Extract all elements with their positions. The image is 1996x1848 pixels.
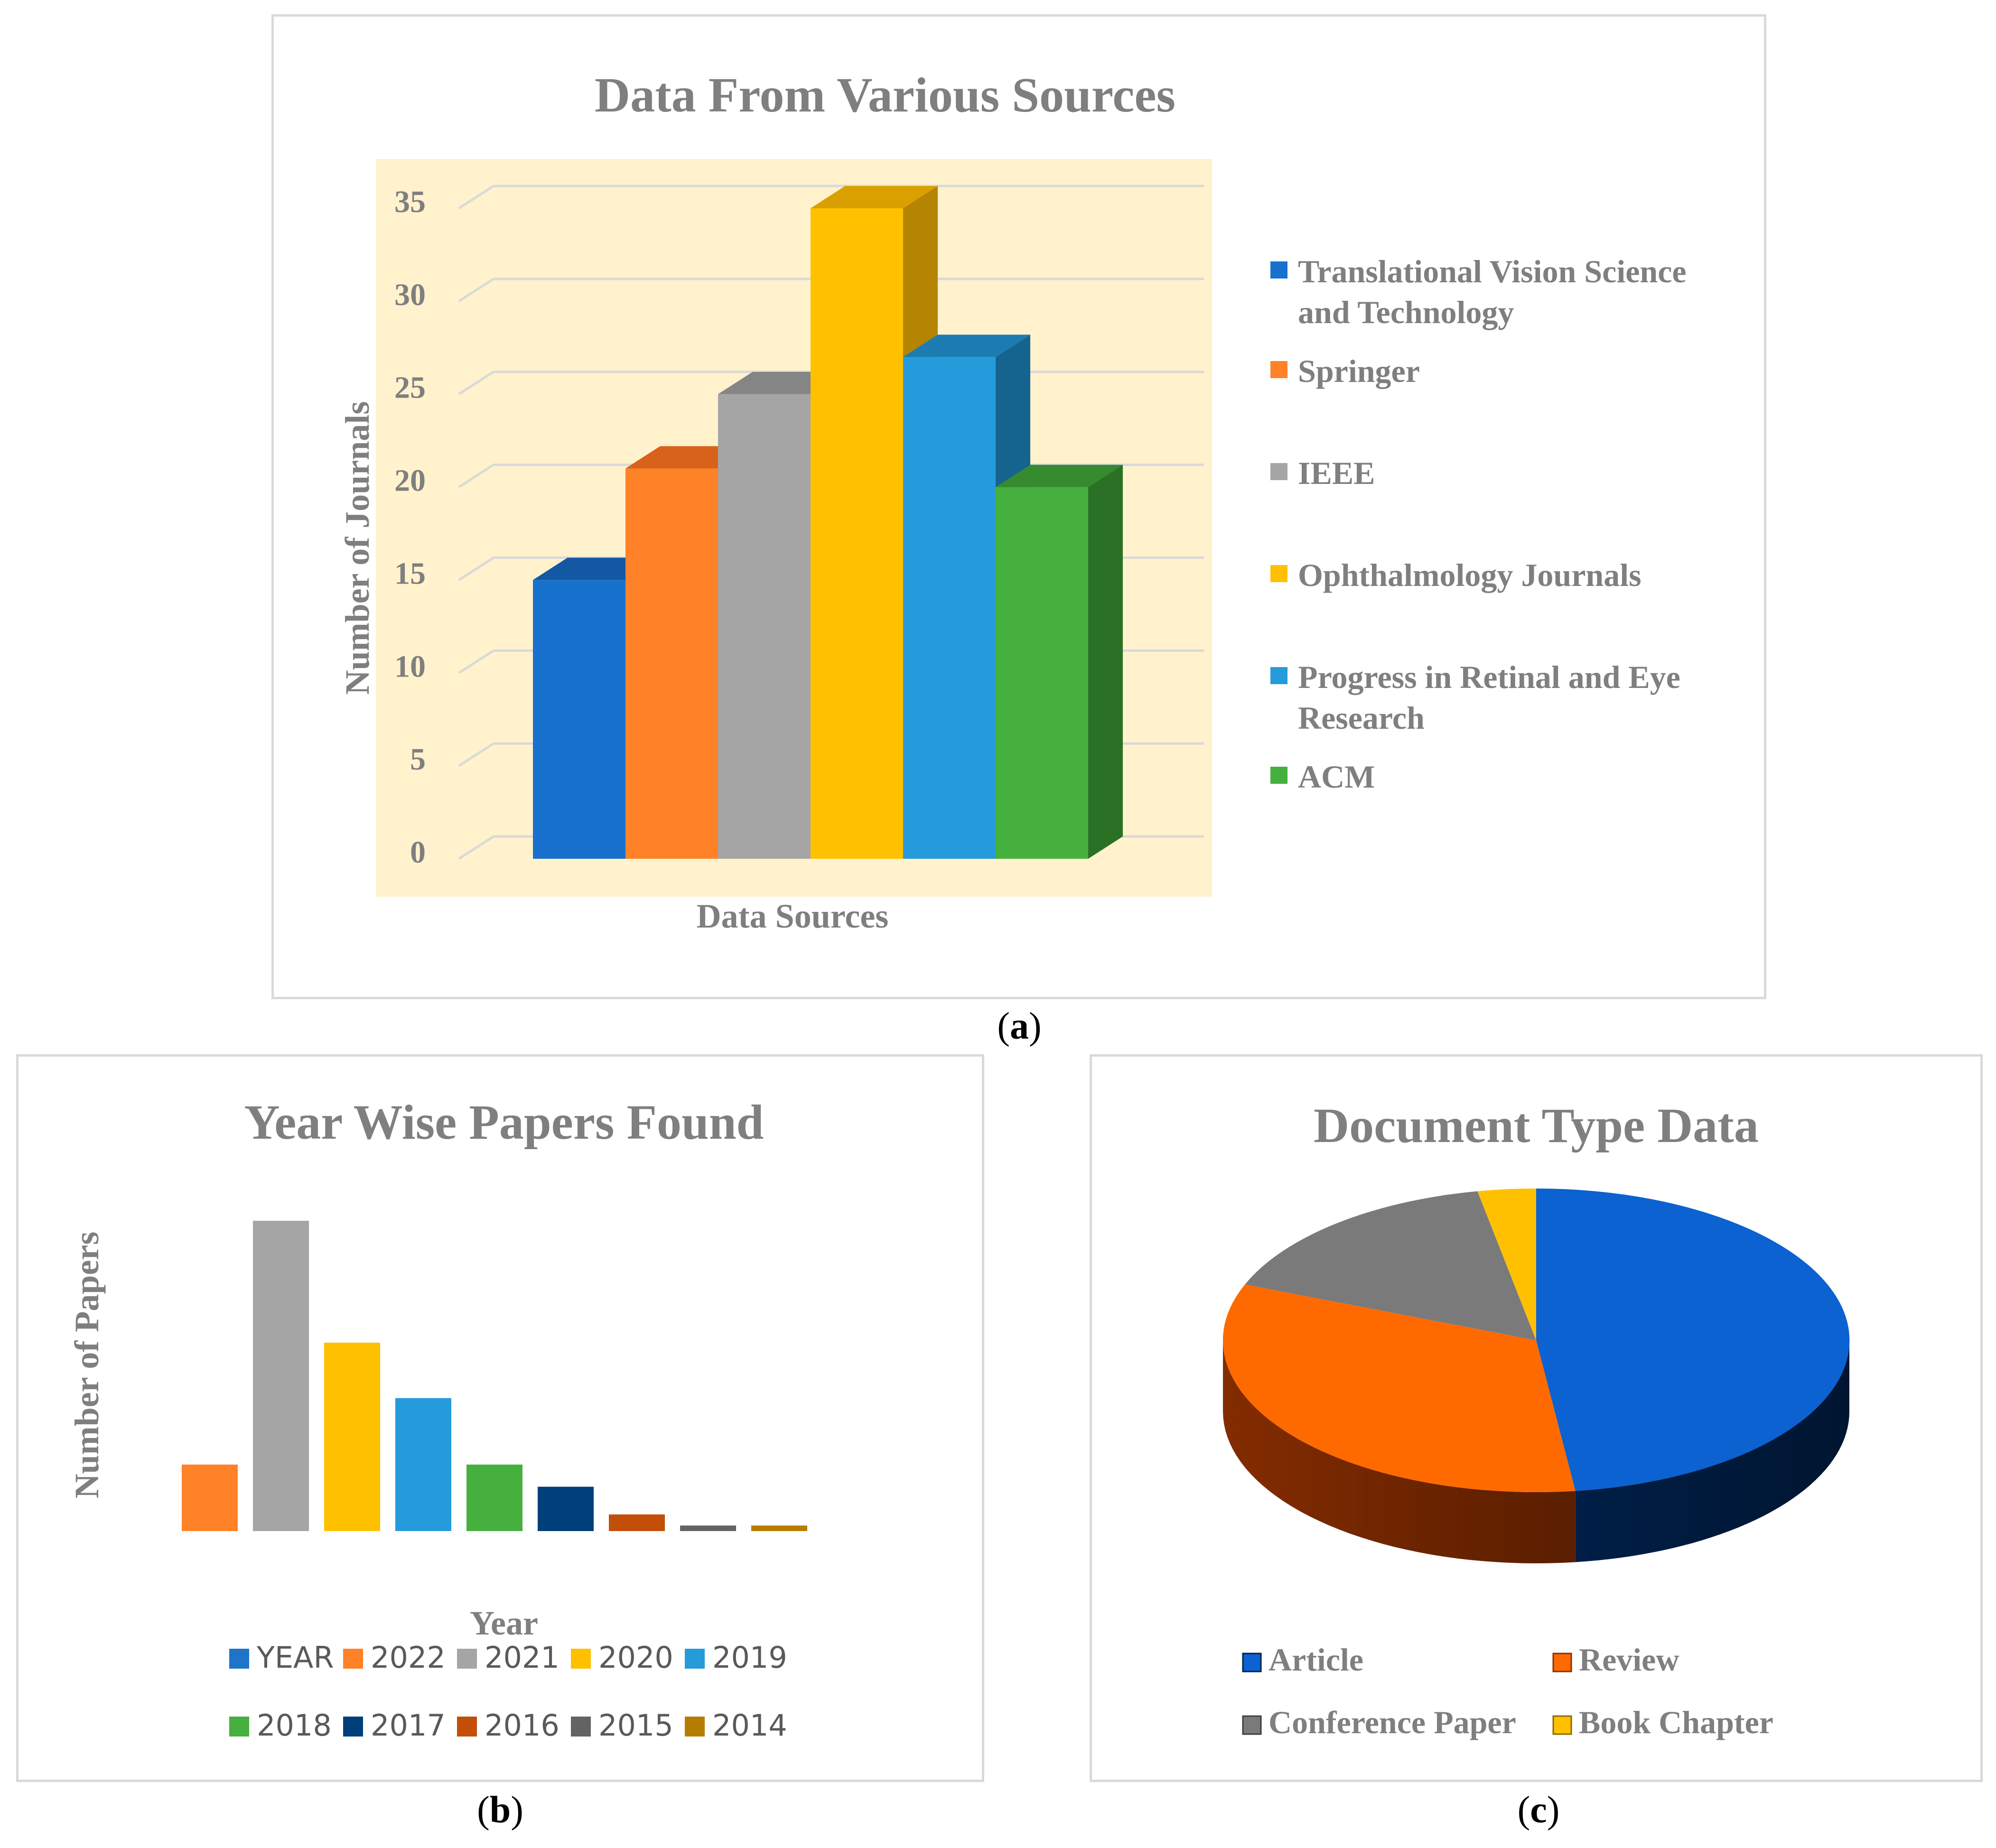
legend-swatch bbox=[1242, 1653, 1262, 1672]
legend-swatch bbox=[343, 1649, 363, 1669]
bar bbox=[609, 1514, 665, 1531]
legend-label: 2017 bbox=[371, 1708, 446, 1743]
legend-label: Ophthalmology Journals bbox=[1298, 557, 1642, 593]
legend-label: 2021 bbox=[485, 1640, 560, 1675]
legend-swatch bbox=[571, 1649, 591, 1669]
bar-top bbox=[903, 334, 1030, 357]
legend-label: 2020 bbox=[598, 1640, 673, 1675]
chart-b-title: Year Wise Papers Found bbox=[244, 1095, 764, 1150]
bar bbox=[680, 1525, 736, 1531]
legend-swatch bbox=[571, 1717, 591, 1737]
bar bbox=[466, 1464, 522, 1531]
caption-c: (c) bbox=[1517, 1789, 1560, 1831]
bar bbox=[751, 1525, 807, 1531]
legend-swatch bbox=[1270, 767, 1287, 784]
legend-label: 2016 bbox=[485, 1708, 560, 1743]
bar bbox=[533, 580, 625, 859]
legend-swatch bbox=[457, 1649, 477, 1669]
bar-top bbox=[811, 186, 938, 208]
legend-swatch bbox=[1242, 1715, 1262, 1735]
grid-diagonal bbox=[458, 743, 494, 767]
legend-swatch bbox=[229, 1649, 249, 1669]
pie-slice-side-shade bbox=[1575, 1340, 1849, 1562]
legend-label: Conference Paper bbox=[1268, 1704, 1516, 1740]
legend-swatch bbox=[1552, 1653, 1572, 1672]
bar bbox=[996, 487, 1088, 859]
bar bbox=[395, 1398, 451, 1531]
legend-swatch bbox=[1270, 361, 1287, 378]
legend-swatch bbox=[457, 1717, 477, 1737]
legend-label: 2019 bbox=[712, 1640, 787, 1675]
chart-panel-a: Data From Various Sources Data Sources N… bbox=[271, 14, 1766, 999]
grid-diagonal bbox=[458, 371, 494, 395]
legend-swatch bbox=[685, 1717, 705, 1737]
legend-label: 2018 bbox=[257, 1708, 332, 1743]
legend-label: 2014 bbox=[712, 1708, 787, 1743]
bar bbox=[182, 1464, 238, 1531]
grid-diagonal bbox=[458, 278, 494, 302]
bar bbox=[811, 208, 903, 859]
bar bbox=[324, 1342, 380, 1531]
bar bbox=[253, 1221, 309, 1531]
chart-a-xlabel: Data Sources bbox=[697, 897, 889, 935]
legend-label: Article bbox=[1268, 1642, 1363, 1678]
legend-label: 2022 bbox=[371, 1640, 446, 1675]
chart-a-ylabel: Number of Journals bbox=[338, 401, 376, 695]
chart-b-xlabel: Year bbox=[470, 1604, 538, 1642]
bar bbox=[903, 357, 996, 859]
y-tick-label: 15 bbox=[394, 556, 426, 591]
chart-c-title: Document Type Data bbox=[1314, 1098, 1759, 1153]
y-tick-label: 0 bbox=[410, 835, 426, 870]
legend-swatch bbox=[685, 1649, 705, 1669]
bar-top bbox=[996, 464, 1123, 487]
chart-panel-b: Year Wise Papers Found Year Number of Pa… bbox=[16, 1054, 984, 1782]
bar bbox=[625, 468, 718, 859]
grid-diagonal bbox=[458, 185, 494, 210]
legend-swatch bbox=[1270, 261, 1287, 279]
chart-a-title: Data From Various Sources bbox=[595, 68, 1175, 122]
bar bbox=[718, 394, 811, 859]
pie-slice bbox=[1222, 1284, 1576, 1493]
legend-label: 2015 bbox=[598, 1708, 673, 1743]
y-tick-label: 10 bbox=[394, 649, 426, 684]
grid-diagonal bbox=[458, 650, 494, 674]
legend-label: Review bbox=[1579, 1642, 1679, 1678]
chart-a-svg: Data From Various Sources Data Sources N… bbox=[338, 68, 1687, 935]
legend-label: Springer bbox=[1298, 353, 1420, 389]
chart-b-ylabel: Number of Papers bbox=[68, 1232, 106, 1499]
y-tick-label: 5 bbox=[410, 742, 426, 777]
grid-diagonal bbox=[458, 835, 494, 860]
legend-swatch bbox=[343, 1717, 363, 1737]
legend-label: IEEE bbox=[1298, 455, 1375, 491]
bar-side bbox=[1088, 464, 1123, 859]
pie-slice bbox=[1477, 1189, 1536, 1340]
legend-label: ACM bbox=[1298, 759, 1375, 795]
legend-swatch bbox=[229, 1717, 249, 1737]
y-tick-label: 35 bbox=[394, 185, 426, 219]
grid-diagonal bbox=[458, 464, 494, 488]
caption-a: (a) bbox=[997, 1005, 1042, 1047]
legend-label: Translational Vision Science bbox=[1298, 253, 1687, 289]
pie-slice-side-shade bbox=[1223, 1340, 1576, 1563]
y-tick-label: 20 bbox=[394, 464, 426, 498]
legend-swatch bbox=[1270, 667, 1287, 684]
legend-label: YEAR bbox=[256, 1640, 334, 1675]
legend-label: Progress in Retinal and Eye bbox=[1298, 659, 1680, 695]
legend-label: Book Chapter bbox=[1579, 1704, 1773, 1740]
y-tick-label: 30 bbox=[394, 278, 426, 312]
legend-swatch bbox=[1270, 463, 1287, 480]
legend-label: and Technology bbox=[1298, 294, 1514, 330]
pie-slice bbox=[1245, 1191, 1536, 1340]
legend-swatch bbox=[1270, 565, 1287, 582]
y-tick-label: 25 bbox=[394, 371, 426, 405]
legend-label: Research bbox=[1298, 700, 1425, 736]
pie-slice bbox=[1536, 1189, 1850, 1491]
chart-c-svg: Document Type Data Article Review Conferen… bbox=[1222, 1098, 1850, 1740]
chart-panel-c: Document Type Data Article Review Conferen… bbox=[1090, 1054, 1983, 1782]
bar bbox=[538, 1486, 594, 1531]
caption-b: (b) bbox=[477, 1789, 523, 1831]
chart-b-svg: Year Wise Papers Found Year Number of Pa… bbox=[68, 1095, 807, 1743]
grid-diagonal bbox=[458, 557, 494, 581]
legend-swatch bbox=[1552, 1715, 1572, 1735]
